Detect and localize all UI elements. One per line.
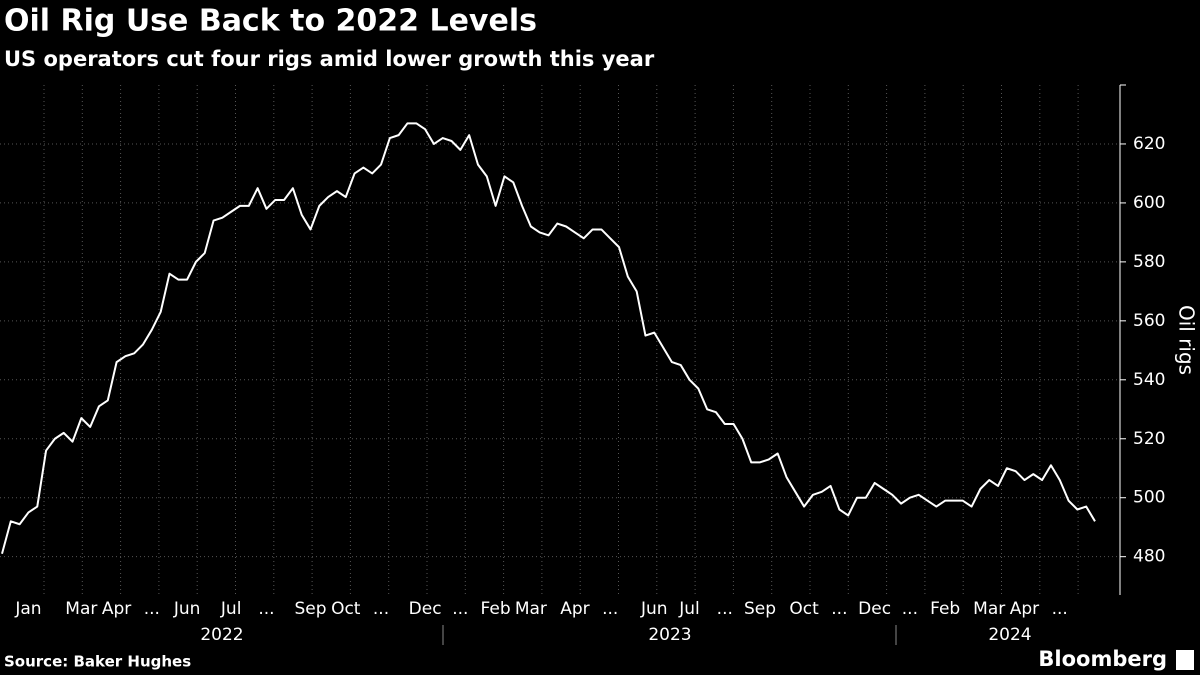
x-tick-label: Feb	[481, 599, 511, 619]
y-tick-label: 520	[1133, 429, 1165, 449]
x-tick-label: ...	[144, 599, 160, 619]
x-tick-label: Apr	[102, 599, 131, 619]
y-tick-label: 480	[1133, 547, 1165, 567]
x-tick-label: Jan	[14, 599, 41, 619]
x-tick-label: Mar	[515, 599, 547, 619]
x-tick-label: ...	[1052, 599, 1068, 619]
year-label: 2024	[988, 625, 1031, 645]
y-axis-label: Oil rigs	[1175, 305, 1199, 375]
y-tick-label: 600	[1133, 193, 1165, 213]
year-label: 2023	[648, 625, 691, 645]
x-tick-label: ...	[717, 599, 733, 619]
x-tick-label: ...	[902, 599, 918, 619]
line	[1, 122, 1096, 554]
x-tick-label: Dec	[858, 599, 891, 619]
x-tick-label: Jun	[173, 599, 201, 619]
y-tick-label: 560	[1133, 311, 1165, 331]
x-tick-label: ...	[452, 599, 468, 619]
x-tick-label: ...	[831, 599, 847, 619]
x-tick-label: ...	[602, 599, 618, 619]
y-tick-label: 580	[1133, 252, 1165, 272]
y-tick-label: 540	[1133, 370, 1165, 390]
chart-title: Oil Rig Use Back to 2022 Levels	[4, 4, 537, 39]
x-tick-label: Oct	[789, 599, 819, 619]
y-tick-label: 620	[1133, 134, 1165, 154]
x-tick-label: ...	[258, 599, 274, 619]
x-tick-label: ...	[373, 599, 389, 619]
x-tick-label: Oct	[331, 599, 361, 619]
x-tick-label: Jun	[640, 599, 668, 619]
x-tick-label: Jul	[678, 599, 700, 619]
source: Source: Baker Hughes	[4, 653, 191, 671]
chart-subtitle: US operators cut four rigs amid lower gr…	[4, 47, 655, 71]
x-tick-label: Mar	[65, 599, 97, 619]
x-tick-label: Sep	[744, 599, 776, 619]
brand: Bloomberg	[1038, 647, 1167, 671]
x-tick-label: Feb	[930, 599, 960, 619]
x-tick-label: Apr	[1010, 599, 1039, 619]
x-tick-label: Apr	[560, 599, 589, 619]
year-label: 2022	[200, 625, 243, 645]
x-tick-label: Mar	[973, 599, 1005, 619]
x-tick-label: Dec	[409, 599, 442, 619]
x-tick-label: Sep	[294, 599, 326, 619]
y-tick-label: 500	[1133, 488, 1165, 508]
brand-icon	[1176, 650, 1194, 670]
x-tick-label: Jul	[220, 599, 242, 619]
